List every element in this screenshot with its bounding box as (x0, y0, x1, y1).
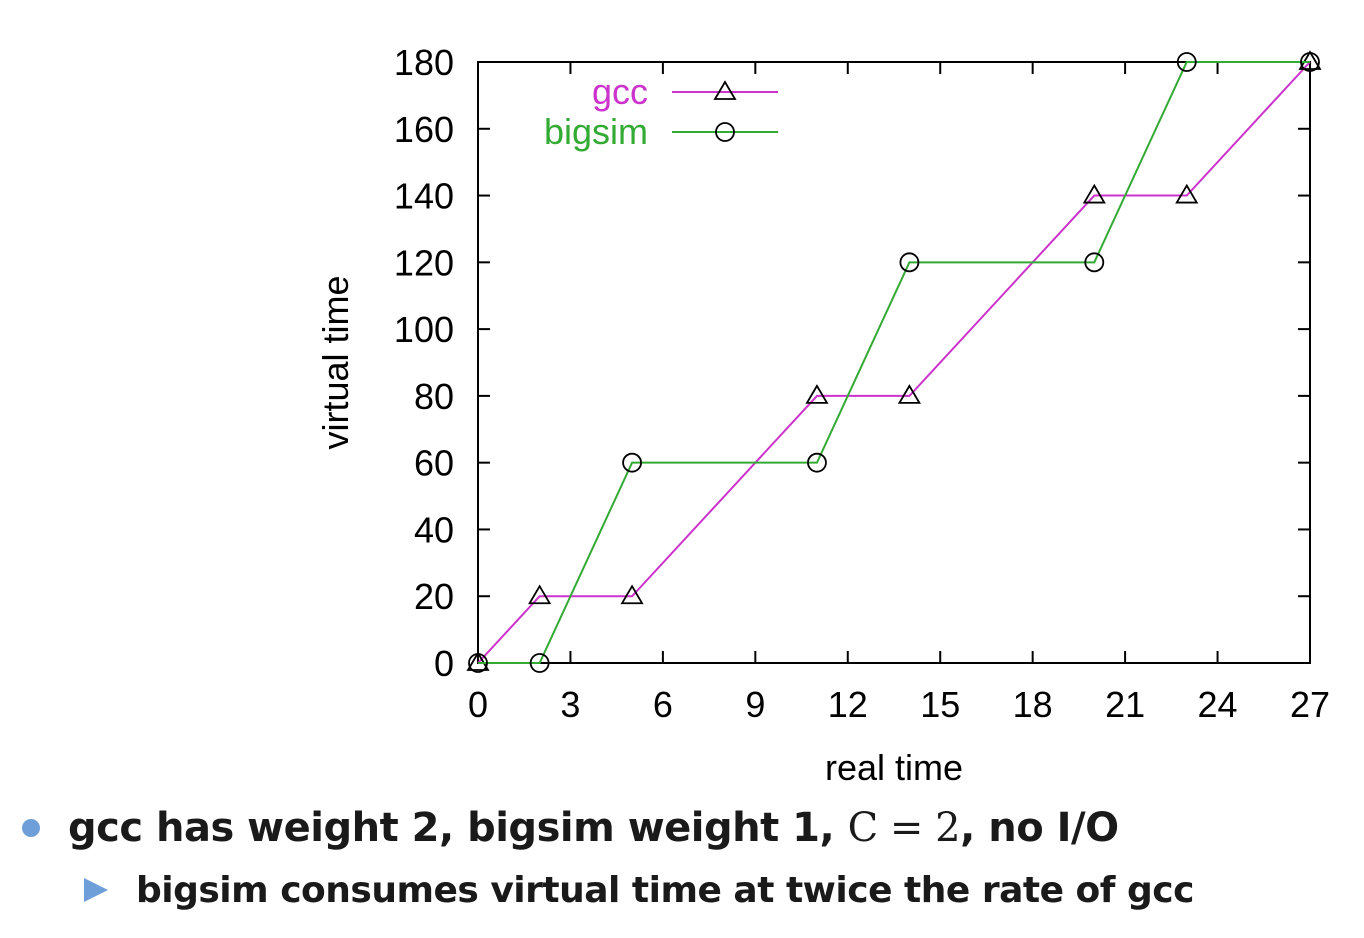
line-chart: 0 3 6 9 12 15 18 21 24 27 0 20 40 60 80 100 120 140 160 180… (315, 42, 1330, 788)
legend-label-gcc: gcc (592, 71, 648, 112)
data-point-bigsim (529, 653, 550, 673)
y-tick-label: 160 (394, 109, 454, 150)
bullet-item-sub: bigsim consumes virtual time at twice th… (84, 862, 1194, 918)
y-tick-label: 140 (394, 176, 454, 217)
series-bigsim (468, 52, 1320, 673)
y-tick-label: 100 (394, 309, 454, 350)
data-point-gcc (805, 384, 829, 404)
data-point-bigsim (468, 653, 488, 673)
y-tick-label: 180 (394, 42, 454, 83)
data-point-bigsim (1084, 252, 1105, 273)
y-tick-label: 80 (414, 376, 454, 417)
chart-axes (477, 61, 1311, 664)
legend-marker-bigsim (715, 122, 735, 142)
data-point-gcc (466, 651, 490, 671)
data-point-bigsim (1176, 52, 1197, 72)
data-point-gcc (897, 384, 921, 404)
x-tick-label: 3 (560, 684, 580, 725)
y-tick-label: 0 (434, 643, 454, 684)
chart-ticks: 0 3 6 9 12 15 18 21 24 27 0 20 40 60 80 100 120 140 160 180 (394, 42, 1330, 725)
bullet-dot-icon (22, 819, 40, 837)
x-tick-label: 21 (1105, 684, 1145, 725)
x-tick-label: 6 (653, 684, 673, 725)
bullet-sub-text: bigsim consumes virtual time at twice th… (136, 869, 1194, 911)
x-tick-label: 24 (1198, 684, 1238, 725)
y-tick-label: 60 (414, 443, 454, 484)
series-gcc (466, 50, 1322, 671)
data-point-bigsim (899, 252, 920, 273)
x-tick-label: 12 (828, 684, 868, 725)
bullet-item-main: gcc has weight 2, bigsim weight 1, C = 2… (22, 798, 1119, 858)
data-point-bigsim (807, 452, 827, 473)
data-point-gcc (528, 584, 552, 605)
data-point-gcc (1298, 50, 1322, 70)
bullet-main-text: gcc has weight 2, bigsim weight 1, C = 2… (68, 805, 1119, 851)
series-line-gcc (477, 61, 1311, 664)
series-line-bigsim (478, 61, 1310, 664)
data-point-gcc (1175, 183, 1199, 204)
legend-label-bigsim: bigsim (544, 111, 648, 152)
data-point-bigsim (622, 452, 642, 473)
y-axis-title: virtual time (315, 275, 356, 449)
bullet-main-math: C = 2 (847, 805, 961, 851)
y-tick-label: 40 (414, 509, 454, 550)
bullet-main-prefix: gcc has weight 2, bigsim weight 1, (68, 805, 848, 851)
bullet-main-suffix: , no I/O (960, 805, 1119, 851)
x-tick-label: 27 (1290, 684, 1330, 725)
data-point-gcc (1082, 183, 1106, 204)
y-tick-label: 20 (414, 576, 454, 617)
x-tick-label: 0 (468, 684, 488, 725)
y-tick-label: 120 (394, 242, 454, 283)
bullet-triangle-icon (84, 878, 108, 902)
x-tick-label: 18 (1013, 684, 1053, 725)
x-tick-label: 9 (745, 684, 765, 725)
data-point-gcc (620, 584, 644, 605)
plot-frame (477, 61, 1311, 664)
legend-marker-gcc (713, 80, 737, 100)
x-tick-label: 15 (920, 684, 960, 725)
chart-series (466, 50, 1322, 673)
x-axis-title: real time (825, 747, 963, 788)
data-point-bigsim (1300, 52, 1320, 72)
